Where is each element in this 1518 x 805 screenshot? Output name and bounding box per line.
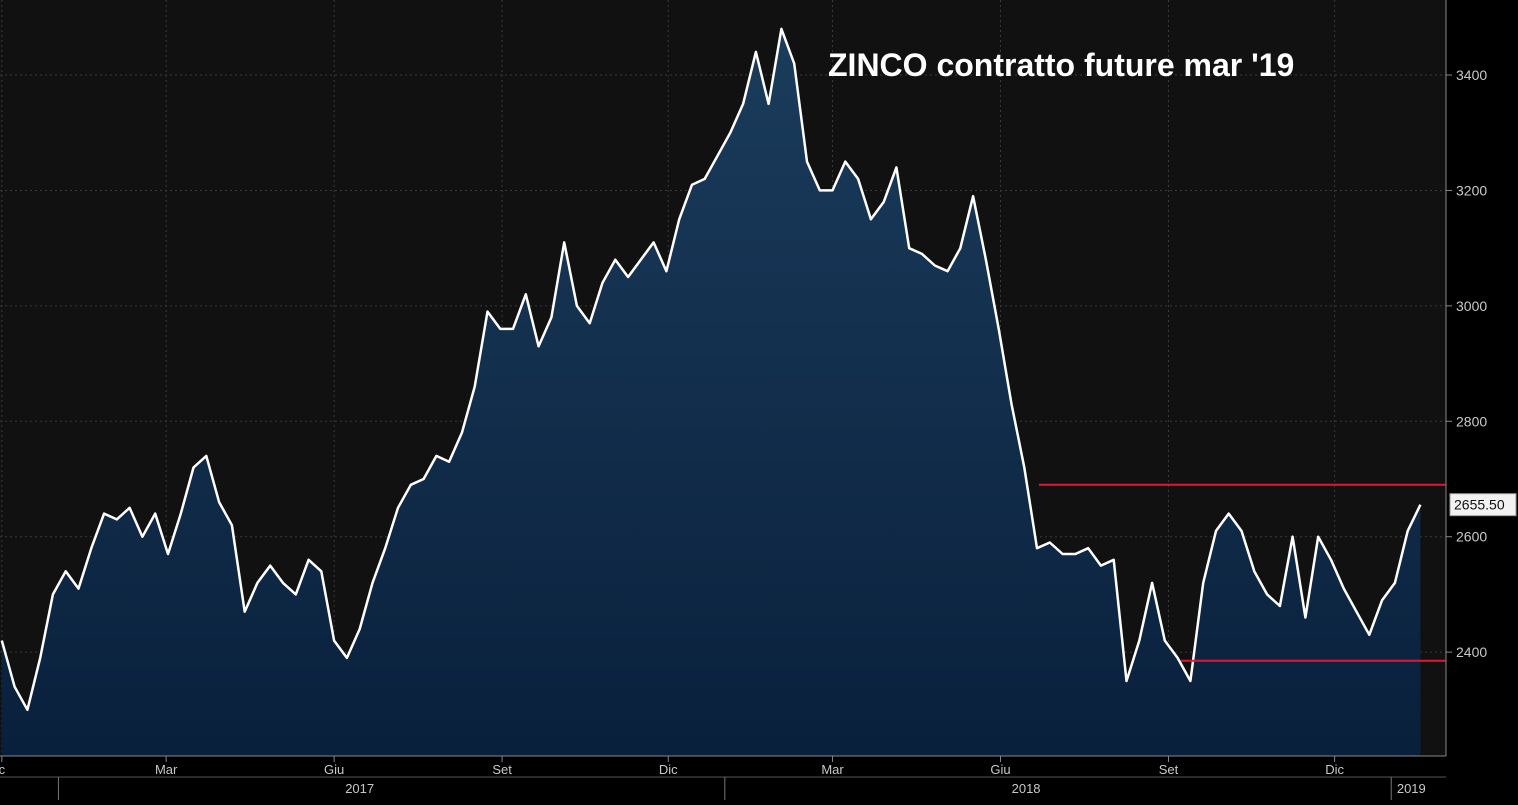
y-axis: 2400 2600 2800 3000 3200 3400 xyxy=(1445,0,1487,756)
last-value-label: 2655.50 xyxy=(1454,497,1505,513)
x-year-label: 2017 xyxy=(345,781,374,796)
x-tick-label: c xyxy=(0,762,6,777)
y-tick-label: 3200 xyxy=(1456,182,1487,198)
y-tick-label: 3400 xyxy=(1456,67,1487,83)
x-tick-label: Set xyxy=(492,762,512,777)
x-year-label: 2018 xyxy=(1012,781,1041,796)
x-year-label: 2019 xyxy=(1397,781,1426,796)
y-tick-label: 3000 xyxy=(1456,298,1487,314)
x-axis: c Mar Giu Set Dic Mar Giu Set Dic 2017 2018 2019 xyxy=(0,755,1446,800)
price-area-fill xyxy=(1,28,1421,756)
y-tick-label: 2400 xyxy=(1456,644,1487,660)
x-tick-label: Mar xyxy=(155,762,178,777)
chart-title: ZINCO contratto future mar '19 xyxy=(828,47,1294,83)
y-tick-label: 2600 xyxy=(1456,529,1487,545)
x-tick-label: Dic xyxy=(659,762,678,777)
price-line xyxy=(0,27,1422,712)
x-tick-label: Giu xyxy=(324,762,344,777)
last-value-marker: 2655.50 xyxy=(1449,493,1517,517)
x-tick-label: Giu xyxy=(990,762,1010,777)
x-tick-label: Mar xyxy=(821,762,844,777)
reference-lines xyxy=(1038,483,1446,662)
x-tick-label: Dic xyxy=(1325,762,1344,777)
x-tick-label: Set xyxy=(1159,762,1179,777)
y-tick-label: 2800 xyxy=(1456,413,1487,429)
last-value-box xyxy=(1449,493,1517,517)
